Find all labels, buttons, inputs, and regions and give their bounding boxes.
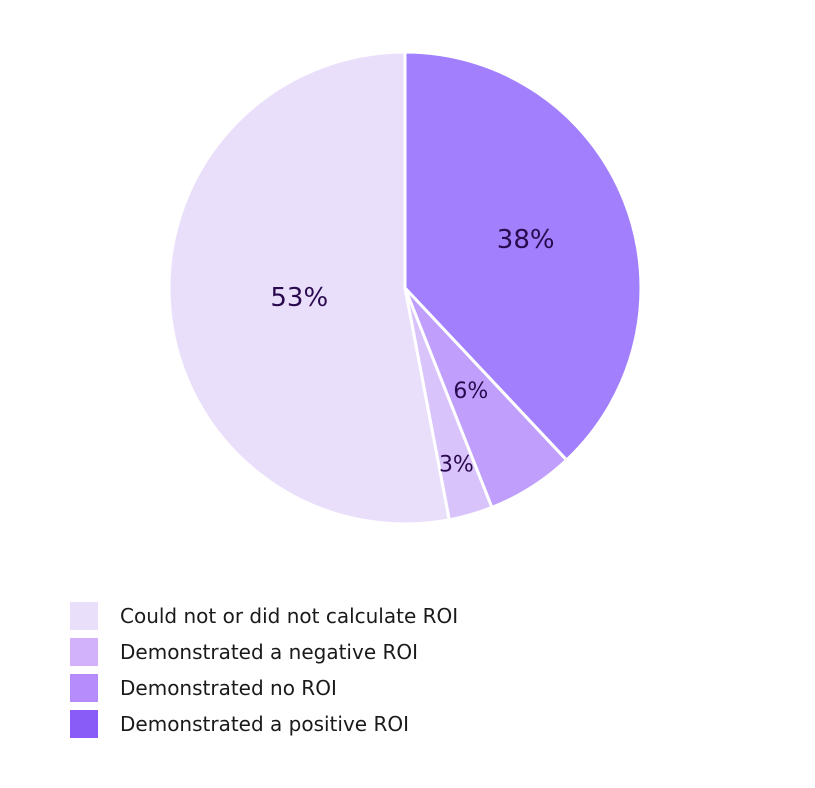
legend: Could not or did not calculate ROI Demon… [70,598,458,742]
legend-label: Demonstrated a negative ROI [120,640,419,664]
pie-value-label: 6% [453,379,488,404]
legend-item-negative-roi: Demonstrated a negative ROI [70,634,458,670]
pie-slice-demonstrated-a-positive-roi [403,50,643,462]
legend-label: Demonstrated a positive ROI [120,712,409,736]
pie-value-label: 38% [497,225,555,255]
pie-value-label: 3% [439,452,474,477]
pie-slices [167,50,643,526]
legend-swatch [70,638,98,666]
pie-chart-plot: 38% 6% 3% 53% [167,50,643,526]
pie-slice-could-not-or-did-not-calculate-roi [167,50,451,526]
legend-swatch [70,602,98,630]
pie-value-labels: 38% 6% 3% 53% [270,225,554,477]
legend-label: Demonstrated no ROI [120,676,337,700]
pie-value-label: 53% [270,283,328,313]
legend-swatch [70,710,98,738]
legend-item-could-not-calculate: Could not or did not calculate ROI [70,598,458,634]
legend-item-positive-roi: Demonstrated a positive ROI [70,706,458,742]
legend-swatch [70,674,98,702]
legend-label: Could not or did not calculate ROI [120,604,459,628]
legend-item-no-roi: Demonstrated no ROI [70,670,458,706]
